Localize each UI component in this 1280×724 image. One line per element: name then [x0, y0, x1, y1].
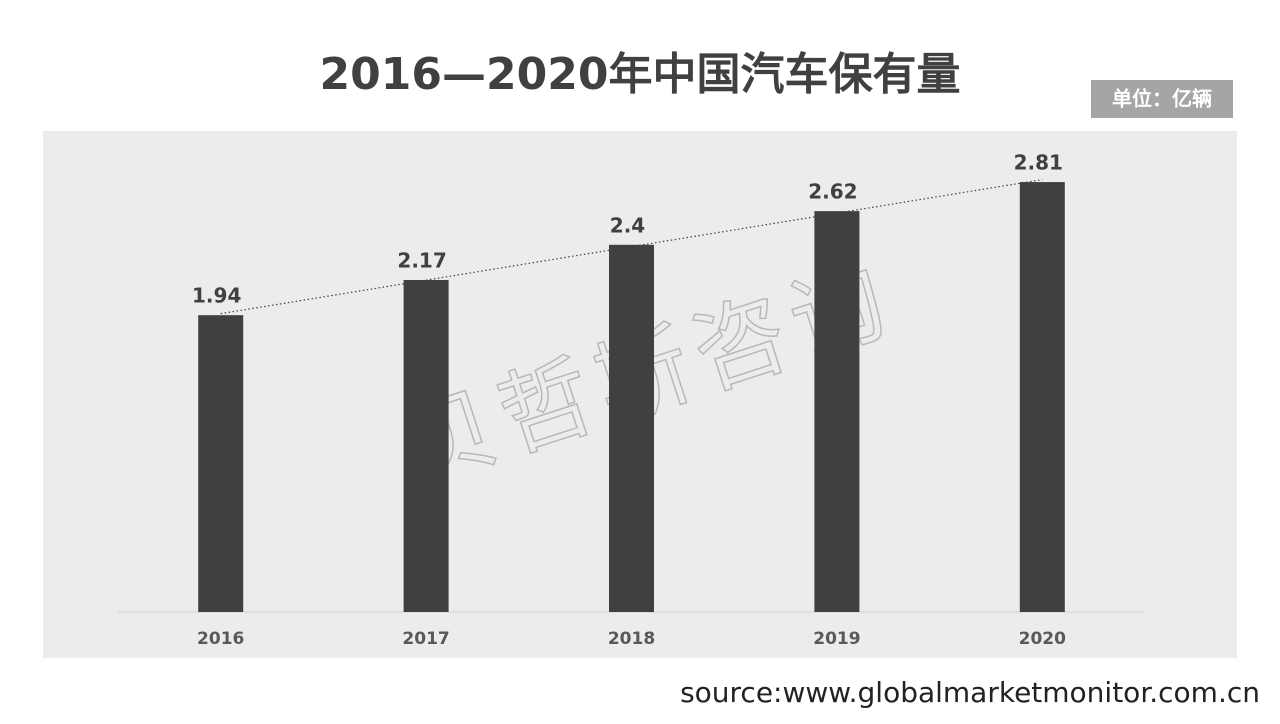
data-label: 2.17	[397, 248, 446, 272]
bar	[609, 244, 654, 613]
data-label: 2.4	[610, 213, 645, 237]
unit-box	[1091, 80, 1233, 118]
x-tick-label: 2020	[1019, 629, 1066, 649]
data-label: 1.94	[192, 284, 241, 308]
x-tick-label: 2018	[608, 629, 655, 649]
x-tick-label: 2019	[813, 629, 860, 649]
data-label: 2.62	[808, 180, 857, 204]
data-label: 2.81	[1014, 151, 1063, 175]
bar	[403, 279, 449, 612]
trendline	[220, 179, 1043, 315]
bar	[198, 315, 244, 612]
bar	[814, 211, 860, 612]
chart-title: 2016—2020年中国汽车保有量	[320, 49, 961, 100]
x-tick-label: 2017	[402, 629, 449, 649]
unit-label: 单位：亿辆	[1112, 87, 1212, 111]
bar	[1019, 182, 1065, 612]
x-tick-label: 2016	[197, 629, 244, 649]
source: source:www.globalmarketmonitor.com.cn	[680, 676, 1260, 709]
